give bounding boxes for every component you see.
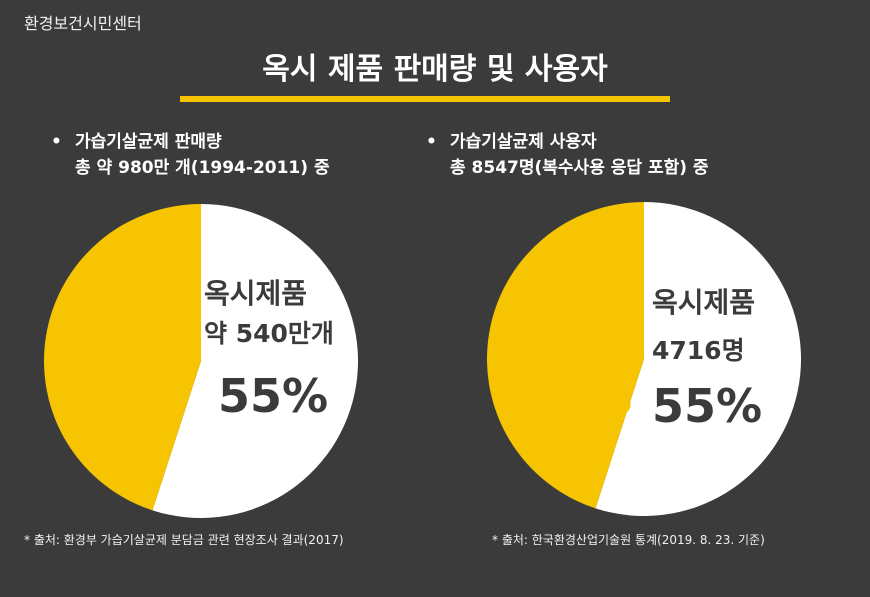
right-pie-slice-other <box>487 202 644 509</box>
bullet-dot: • <box>51 132 62 152</box>
right-pie-slice-oxy <box>595 202 801 516</box>
left-bullet-line2: 총 약 980만 개(1994-2011) 중 <box>75 158 330 178</box>
title-underline <box>180 96 670 102</box>
left-yellow-label-3: 판매량 <box>72 330 147 361</box>
right-white-label-2: 4716명 <box>652 336 745 365</box>
bullet-dot: • <box>426 132 437 152</box>
right-source-note: * 출처: 한국환경산업기술원 통계(2019. 8. 23. 기준) <box>492 533 765 547</box>
page-title: 옥시 제품 판매량 및 사용자 <box>262 52 608 87</box>
right-yellow-label-2: 제품 <box>553 293 603 324</box>
left-white-percent: 55% <box>218 369 328 423</box>
left-pie-slice-oxy <box>152 204 359 518</box>
left-bullet-line1: 가습기살균제 판매량 <box>75 132 222 152</box>
left-pie: 기타 제품 판매량 45% 옥시제품 약 540만개 55% <box>44 204 359 518</box>
left-yellow-label-1: 기타 <box>112 258 162 289</box>
right-yellow-percent: 45% <box>522 370 632 424</box>
organization-name: 환경보건시민센터 <box>24 14 142 33</box>
right-yellow-label-3: 사용자 <box>523 330 598 361</box>
left-bullet: • 가습기살균제 판매량 총 약 980만 개(1994-2011) 중 <box>51 129 330 181</box>
left-white-label-1: 옥시제품 <box>204 277 307 310</box>
right-white-label-1: 옥시제품 <box>652 286 755 319</box>
left-source-note: * 출처: 환경부 가습기살균제 분담금 관련 현장조사 결과(2017) <box>24 533 344 547</box>
right-white-percent: 55% <box>652 379 762 433</box>
right-pie: 기타 제품 사용자 45% 옥시제품 4716명 55% <box>487 202 801 516</box>
right-bullet-line1: 가습기살균제 사용자 <box>450 132 597 152</box>
right-bullet: • 가습기살균제 사용자 총 8547명(복수사용 응답 포함) 중 <box>426 129 709 181</box>
right-bullet-line2: 총 8547명(복수사용 응답 포함) 중 <box>450 158 709 178</box>
left-pie-slice-other <box>44 204 201 511</box>
left-yellow-label-2: 제품 <box>112 293 162 324</box>
left-white-label-2: 약 540만개 <box>204 319 334 348</box>
right-yellow-label-1: 기타 <box>553 258 603 289</box>
left-yellow-percent: 45% <box>72 373 182 427</box>
